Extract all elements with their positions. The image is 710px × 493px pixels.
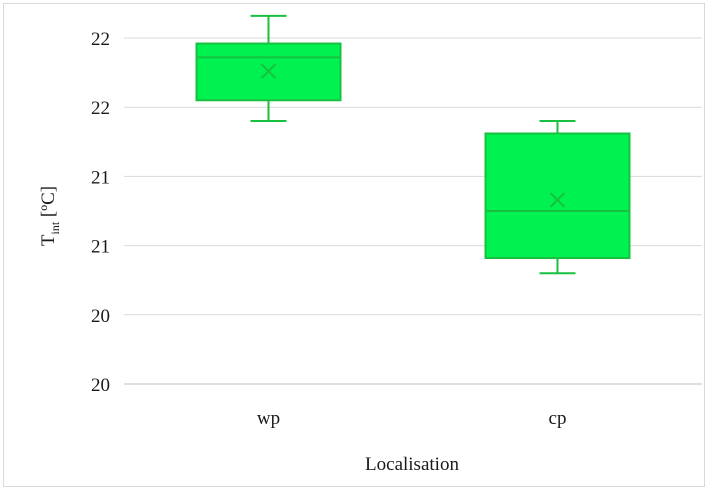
y-tick-label: 22: [91, 98, 110, 119]
y-tick-label: 20: [91, 375, 110, 396]
x-category-label: cp: [549, 408, 567, 429]
x-category-label: wp: [257, 408, 280, 429]
y-tick-label: 22: [91, 29, 110, 50]
y-axis-title-subscript: int: [48, 221, 62, 234]
gridlines: [124, 37, 702, 385]
x-category-labels: wp cp: [257, 408, 567, 429]
box-cp: [484, 120, 631, 275]
box-body: [484, 132, 631, 260]
y-tick-labels: 20 20 21 21 22 22: [91, 29, 110, 396]
box-plot-chart: 20 20 21 21 22 22 wp cp Localisation Tint [ºC]: [38, 14, 702, 475]
chart-frame: 20 20 21 21 22 22 wp cp Localisation Tint [ºC]: [3, 3, 705, 487]
y-tick-label: 21: [91, 167, 110, 188]
box-wp: [195, 14, 342, 123]
y-tick-label: 21: [91, 237, 110, 258]
y-axis-title-unit: [ºC]: [38, 186, 59, 222]
y-axis-title: Tint [ºC]: [38, 186, 62, 246]
boxes: [195, 14, 631, 275]
mean-marker: [260, 63, 277, 79]
x-axis-title: Localisation: [365, 454, 459, 475]
y-tick-label: 20: [91, 306, 110, 327]
y-axis-title-main: T: [38, 234, 59, 246]
mean-marker: [549, 192, 566, 208]
